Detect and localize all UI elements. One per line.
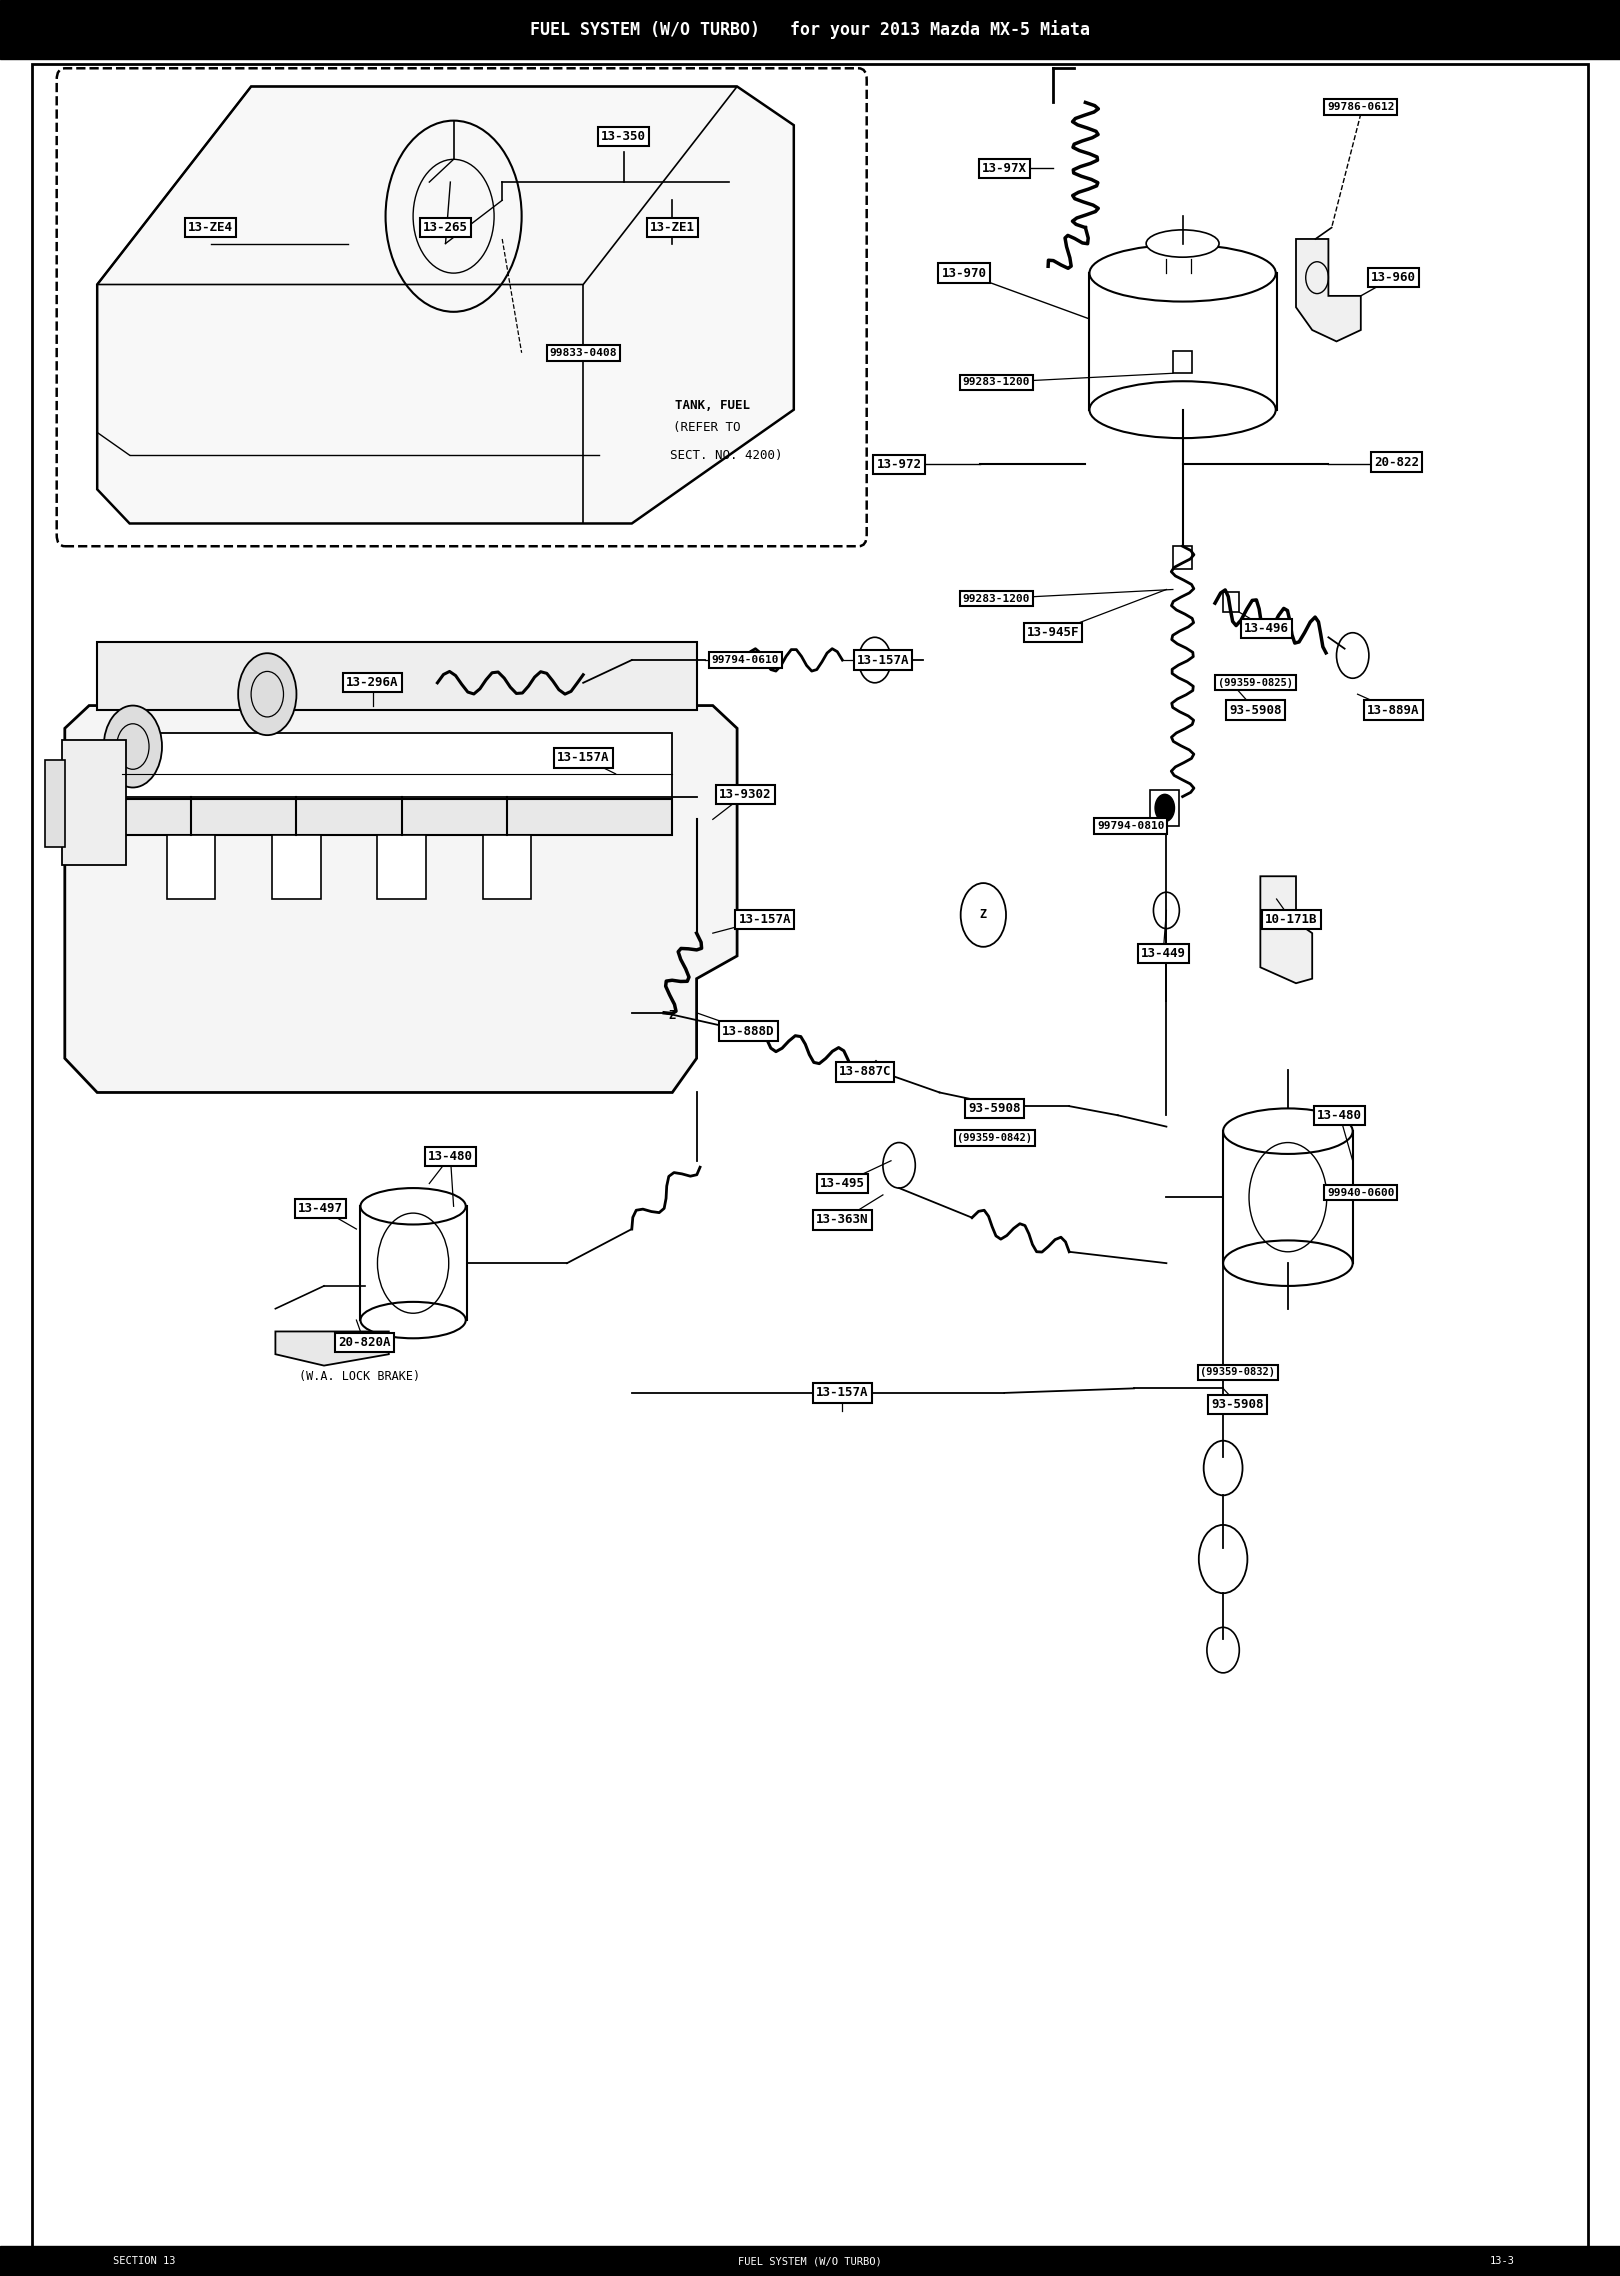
Text: 13-9302: 13-9302 — [719, 787, 771, 801]
Bar — [1150, 790, 1179, 826]
Bar — [45, 760, 65, 847]
Text: 99940-0600: 99940-0600 — [1327, 1188, 1395, 1197]
Text: 13-889A: 13-889A — [1367, 703, 1419, 717]
Polygon shape — [97, 86, 794, 523]
Text: 13-97X: 13-97X — [982, 162, 1027, 175]
Ellipse shape — [1145, 230, 1218, 257]
Text: 13-449: 13-449 — [1140, 947, 1186, 960]
Text: 13-480: 13-480 — [1317, 1108, 1362, 1122]
Text: (REFER TO: (REFER TO — [672, 421, 740, 435]
Text: 13-495: 13-495 — [820, 1177, 865, 1190]
Ellipse shape — [1223, 1240, 1353, 1286]
Text: Z: Z — [980, 908, 987, 922]
Text: 13-945F: 13-945F — [1027, 626, 1079, 640]
Text: 13-972: 13-972 — [876, 457, 922, 471]
Text: SECTION 13: SECTION 13 — [113, 2256, 177, 2267]
Bar — [62, 740, 126, 865]
Text: 13-ZE1: 13-ZE1 — [650, 221, 695, 234]
Text: 13-960: 13-960 — [1371, 271, 1416, 284]
Bar — [272, 835, 321, 899]
Text: 93-5908: 93-5908 — [1212, 1397, 1264, 1411]
Text: TANK, FUEL: TANK, FUEL — [676, 398, 750, 412]
Text: (99359-0842): (99359-0842) — [957, 1133, 1032, 1143]
Text: (W.A. LOCK BRAKE): (W.A. LOCK BRAKE) — [300, 1370, 420, 1384]
Bar — [1223, 592, 1239, 612]
Text: 93-5908: 93-5908 — [1230, 703, 1281, 717]
Text: (99359-0832): (99359-0832) — [1200, 1368, 1275, 1377]
Bar — [377, 835, 426, 899]
Bar — [167, 835, 215, 899]
Text: 13-350: 13-350 — [601, 130, 646, 143]
Text: 99283-1200: 99283-1200 — [962, 378, 1030, 387]
Circle shape — [104, 706, 162, 787]
Bar — [122, 799, 672, 835]
Text: 13-157A: 13-157A — [816, 1386, 868, 1400]
Text: 99833-0408: 99833-0408 — [549, 348, 617, 357]
Text: 99786-0612: 99786-0612 — [1327, 102, 1395, 112]
Text: 99794-0610: 99794-0610 — [711, 655, 779, 665]
Text: Z: Z — [669, 1008, 676, 1022]
Bar — [122, 733, 672, 797]
Bar — [483, 835, 531, 899]
Bar — [1173, 351, 1192, 373]
Text: 10-171B: 10-171B — [1265, 913, 1317, 926]
Text: 13-157A: 13-157A — [739, 913, 791, 926]
Ellipse shape — [1223, 1108, 1353, 1154]
Text: 99794-0810: 99794-0810 — [1097, 822, 1165, 831]
Text: 13-363N: 13-363N — [816, 1213, 868, 1227]
Ellipse shape — [361, 1188, 467, 1224]
Polygon shape — [65, 706, 737, 1092]
Bar — [0, 0, 1620, 59]
Text: 13-265: 13-265 — [423, 221, 468, 234]
Text: (99359-0825): (99359-0825) — [1218, 678, 1293, 687]
Ellipse shape — [361, 1302, 467, 1338]
Text: 93-5908: 93-5908 — [969, 1102, 1021, 1115]
Text: 13-ZE4: 13-ZE4 — [188, 221, 233, 234]
Text: 13-496: 13-496 — [1244, 621, 1290, 635]
Text: SECT. NO. 4200): SECT. NO. 4200) — [669, 448, 782, 462]
Text: 13-887C: 13-887C — [839, 1065, 891, 1079]
Text: 13-3: 13-3 — [1490, 2256, 1515, 2267]
Polygon shape — [1296, 239, 1361, 341]
Text: 13-480: 13-480 — [428, 1149, 473, 1163]
Text: 13-970: 13-970 — [941, 266, 987, 280]
Text: 20-820A: 20-820A — [339, 1336, 390, 1350]
Text: 13-157A: 13-157A — [857, 653, 909, 667]
Text: 13-157A: 13-157A — [557, 751, 609, 765]
Text: FUEL SYSTEM (W/O TURBO)   for your 2013 Mazda MX-5 Miata: FUEL SYSTEM (W/O TURBO) for your 2013 Ma… — [530, 20, 1090, 39]
Text: 13-497: 13-497 — [298, 1202, 343, 1215]
Circle shape — [238, 653, 296, 735]
Text: 13-888D: 13-888D — [723, 1024, 774, 1038]
Text: 13-296A: 13-296A — [347, 676, 399, 690]
Bar — [0, 2246, 1620, 2276]
Polygon shape — [275, 1331, 389, 1366]
Ellipse shape — [1089, 382, 1277, 439]
Polygon shape — [1260, 876, 1312, 983]
Ellipse shape — [1089, 246, 1277, 303]
Text: FUEL SYSTEM (W/O TURBO): FUEL SYSTEM (W/O TURBO) — [739, 2256, 881, 2267]
Text: 99283-1200: 99283-1200 — [962, 594, 1030, 603]
Bar — [97, 642, 697, 710]
Circle shape — [1155, 794, 1174, 822]
Text: 20-822: 20-822 — [1374, 455, 1419, 469]
Bar — [1173, 546, 1192, 569]
